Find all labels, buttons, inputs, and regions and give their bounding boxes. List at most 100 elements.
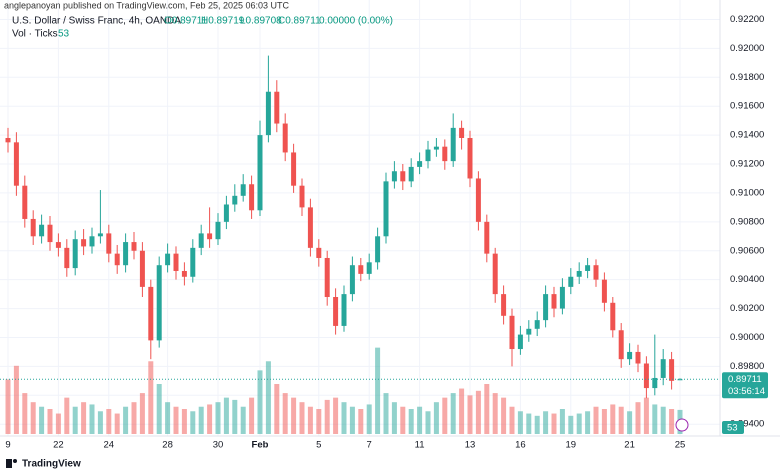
candle-body [5,137,11,143]
y-tick-label: 0.91800 [730,72,764,83]
y-tick-label: 0.90000 [730,332,764,343]
y-tick-label: 0.92200 [730,14,764,25]
volume-bar [249,397,255,434]
ohlc-high: H0.89719 [201,16,245,27]
candle-body [660,359,666,378]
brand-logo [6,459,12,468]
candle-body [526,328,532,335]
candle-body [198,233,204,248]
candle-body [627,351,633,360]
candle-body [459,127,465,138]
y-tick-label: 0.90400 [730,274,764,285]
volume-bar [408,409,414,434]
candle-body [408,166,414,182]
y-tick-label: 0.91400 [730,130,764,141]
volume-bar [593,406,599,434]
volume-bar [669,409,675,434]
candle-body [316,247,322,258]
candle-body [492,253,498,295]
x-tick-label: 22 [53,440,64,451]
volume-bar [551,413,557,434]
candle-body [291,152,297,186]
x-tick-label: Feb [252,440,269,451]
volume-bar [492,393,498,434]
candle-body [131,242,137,251]
y-tick-label: 0.91200 [730,159,764,170]
y-tick-label: 0.90800 [730,216,764,227]
last-volume-box [722,421,744,434]
candle-body [559,286,565,309]
last-price-box [722,372,768,399]
candle-body [643,363,649,389]
volume-bar [417,406,423,434]
volume-bar [198,406,204,434]
volume-bar [517,411,523,434]
volume-bar [660,406,666,434]
candle-body [190,247,196,277]
brand-name: TradingView [22,459,81,470]
candle-body [89,236,95,247]
volume-bar [526,413,532,434]
candle-body [30,218,36,237]
volume-bar [207,404,213,434]
volume-bar [324,399,330,434]
candle-body [501,294,507,316]
countdown: 03:56:14 [728,386,765,397]
candle-body [635,351,641,364]
grid [0,0,720,436]
candle-body [282,123,288,153]
candle-body [324,257,330,298]
candle-body [366,262,372,274]
y-tick-label: 0.90600 [730,245,764,256]
volume-bar [375,347,381,434]
candle-body [181,270,187,277]
volume-bar [652,404,658,434]
candle-body [509,315,515,350]
brand: TradingView [6,459,81,470]
candle-body [13,142,19,186]
volume-bar [391,402,397,434]
candle-body [391,171,397,182]
volume-legend-value: 53 [58,29,70,40]
candle-body [106,233,112,254]
volume-bar [400,406,406,434]
volume-bar [534,415,540,434]
volume-bar [467,395,473,434]
replay-icon [675,418,689,432]
candle-body [543,294,549,321]
candle-body [139,250,145,287]
volume-bar [181,409,187,434]
volume-bar [433,402,439,434]
volume-bar [450,393,456,434]
volume-bar [156,384,162,434]
candle-body [400,171,406,182]
y-tick-label: 0.89400 [730,419,764,430]
candle-body [551,294,557,309]
volume-bar [215,402,221,434]
candle-body [81,239,87,247]
volume-bar [139,393,145,434]
volume-bar [282,393,288,434]
volume-bar [81,402,87,434]
candle-body [257,135,263,211]
candle-body [450,127,456,162]
volume-bar [30,402,36,434]
volume-bar [442,397,448,434]
symbol: U.S. Dollar / Swiss Franc, 4h, OANDA [12,16,181,27]
candle-body [307,207,313,248]
x-tick-label: 5 [316,440,321,451]
candle-body [156,265,162,341]
volume-bar [543,411,549,434]
volume-bar [610,404,616,434]
ohlc-low: L0.89708 [240,16,282,27]
candle-body [39,224,45,237]
x-tick-label: 19 [566,440,577,451]
volume-bar [475,390,481,434]
y-tick-label: 0.90200 [730,303,764,314]
volume-bar [627,411,633,434]
candle-body [568,276,574,287]
ohlc-open: O0.89711 [164,16,208,27]
volume-bar [131,402,137,434]
candle-body [274,91,280,124]
